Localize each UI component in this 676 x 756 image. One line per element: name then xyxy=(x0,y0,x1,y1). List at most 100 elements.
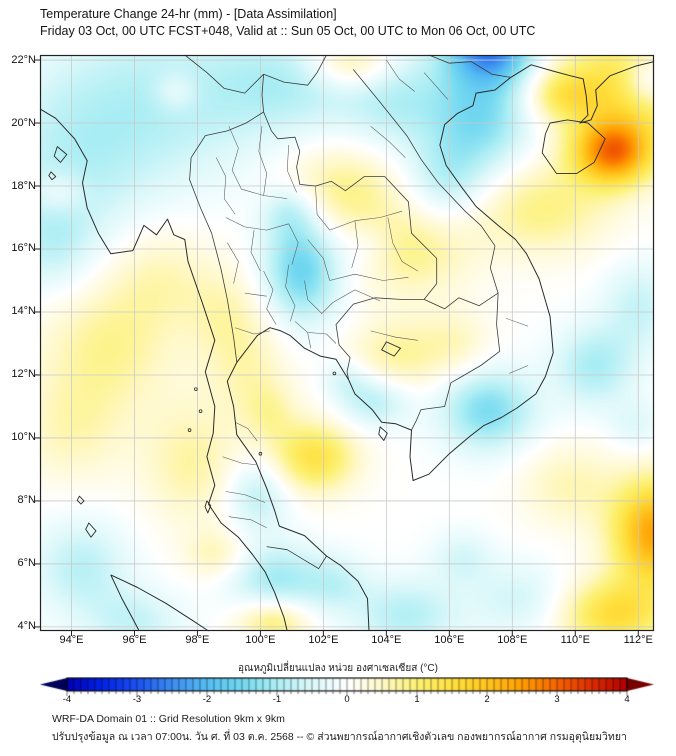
island-outline xyxy=(378,426,388,441)
province-border xyxy=(386,59,415,92)
colorbar-tick-label: -4 xyxy=(62,694,72,705)
lon-tick-label: 100°E xyxy=(245,634,276,646)
island-outline xyxy=(381,341,401,357)
small-island xyxy=(332,371,337,376)
lat-tick-label: 20°N xyxy=(11,116,36,129)
lat-tick-label: 8°N xyxy=(17,494,36,507)
footer-update-info: ปรับปรุงข้อมูล ณ เวลา 07:00น. วัน ศ. ที่… xyxy=(52,731,627,743)
country-border xyxy=(423,292,499,310)
province-border xyxy=(225,491,266,503)
small-island xyxy=(187,428,192,432)
province-border xyxy=(370,125,406,158)
province-border xyxy=(288,223,299,265)
lon-tick-label: 96°E xyxy=(122,634,147,646)
country-border xyxy=(352,69,496,247)
lon-tick-label: 104°E xyxy=(371,634,402,646)
province-border xyxy=(370,330,418,341)
country-border xyxy=(189,111,264,363)
page-title: Temperature Change 24-hr (mm) - [Data As… xyxy=(40,7,337,21)
province-border xyxy=(227,242,239,284)
lon-tick-label: 98°E xyxy=(185,634,210,646)
province-border xyxy=(228,516,267,528)
lon-tick-label: 108°E xyxy=(497,634,528,646)
province-border xyxy=(285,264,296,322)
island-outline xyxy=(541,119,606,174)
province-border xyxy=(329,210,403,231)
province-border xyxy=(235,327,270,335)
island-outline xyxy=(53,146,68,163)
small-island xyxy=(194,387,198,391)
province-border xyxy=(235,421,258,442)
country-border xyxy=(261,74,264,113)
country-border xyxy=(489,245,499,294)
coastline xyxy=(39,108,288,632)
colorbar-tick-label: 3 xyxy=(554,694,560,705)
province-border xyxy=(294,321,337,344)
colorbar-label: อุณหภูมิเปลี่ยนแปลง หน่วย องศาเซลเซียส (… xyxy=(238,663,438,674)
country-border xyxy=(428,54,511,78)
lat-tick-label: 18°N xyxy=(11,179,36,192)
province-border xyxy=(225,217,289,231)
province-border xyxy=(315,185,330,231)
province-border xyxy=(307,332,312,349)
province-border xyxy=(332,289,381,303)
lon-tick-label: 106°E xyxy=(434,634,465,646)
country-border xyxy=(184,54,264,94)
map-plot-area xyxy=(35,54,655,636)
colorbar-canvas xyxy=(40,677,654,699)
country-border xyxy=(266,546,327,569)
lat-tick-label: 16°N xyxy=(11,242,36,255)
colorbar-tick-label: 1 xyxy=(414,694,420,705)
coastline xyxy=(110,574,209,632)
province-border xyxy=(263,270,277,325)
province-border xyxy=(304,280,333,314)
country-border xyxy=(263,54,327,86)
island-outline xyxy=(204,500,212,514)
lat-tick-label: 14°N xyxy=(11,305,36,318)
province-border xyxy=(228,126,242,190)
page-subtitle: Friday 03 Oct, 00 UTC FCST+048, Valid at… xyxy=(40,24,536,38)
map-frame xyxy=(39,54,655,632)
coastline xyxy=(110,574,140,632)
province-border xyxy=(423,72,449,100)
colorbar-tick-label: 2 xyxy=(484,694,490,705)
basemap-overlay xyxy=(35,54,655,636)
island-outline xyxy=(48,171,57,181)
country-border xyxy=(335,297,425,380)
province-border xyxy=(250,230,261,272)
province-border xyxy=(222,456,256,465)
lat-tick-label: 10°N xyxy=(11,431,36,444)
province-border xyxy=(216,157,236,215)
lat-tick-label: 12°N xyxy=(11,368,36,381)
province-border xyxy=(351,220,359,268)
province-border xyxy=(258,126,267,196)
lon-tick-label: 94°E xyxy=(59,634,84,646)
province-border xyxy=(307,239,330,281)
country-border xyxy=(411,293,501,431)
province-border xyxy=(329,273,409,281)
province-border xyxy=(387,217,418,272)
colorbar-tick-label: -2 xyxy=(202,694,212,705)
colorbar-tick-label: 0 xyxy=(344,694,350,705)
province-border xyxy=(509,365,529,374)
lat-tick-label: 4°N xyxy=(17,620,36,633)
coastline xyxy=(226,61,655,632)
country-border xyxy=(263,111,438,300)
colorbar-tick-label: -1 xyxy=(272,694,282,705)
province-border xyxy=(286,145,297,193)
colorbar-tick-label: -3 xyxy=(132,694,142,705)
temperature-field-canvas xyxy=(40,55,654,631)
island-outline xyxy=(76,495,85,505)
lon-tick-label: 112°E xyxy=(623,634,653,646)
lat-tick-label: 22°N xyxy=(11,53,36,66)
lon-tick-label: 110°E xyxy=(560,634,590,646)
lon-tick-label: 102°E xyxy=(308,634,339,646)
footer-domain-info: WRF-DA Domain 01 :: Grid Resolution 9km … xyxy=(52,713,285,725)
lat-tick-label: 6°N xyxy=(17,557,36,570)
island-outline xyxy=(85,522,97,538)
colorbar-tick-label: 4 xyxy=(624,694,630,705)
small-island xyxy=(198,409,203,413)
province-border xyxy=(505,318,529,327)
province-border xyxy=(244,292,267,297)
